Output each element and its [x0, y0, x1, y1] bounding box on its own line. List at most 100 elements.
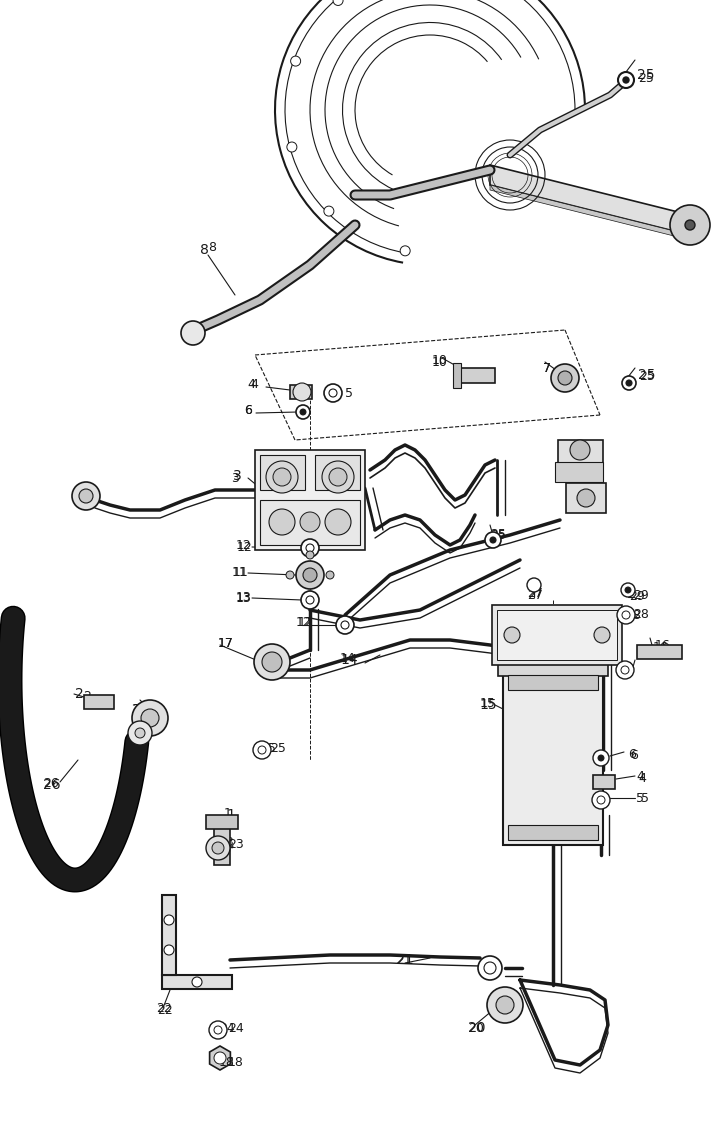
Text: 22: 22: [156, 1002, 172, 1014]
Circle shape: [592, 791, 610, 809]
Text: 18: 18: [219, 1056, 235, 1068]
Bar: [593, 775, 615, 789]
Circle shape: [135, 728, 145, 738]
Circle shape: [306, 596, 314, 604]
Circle shape: [621, 666, 629, 674]
Text: 2: 2: [83, 690, 91, 702]
Text: 29: 29: [633, 589, 649, 601]
Circle shape: [623, 77, 629, 83]
Text: 16: 16: [653, 641, 669, 653]
Bar: [508, 675, 598, 690]
Text: 13: 13: [236, 590, 252, 604]
Text: 8: 8: [208, 240, 216, 254]
Circle shape: [324, 384, 342, 402]
Bar: [453, 364, 461, 388]
Bar: [315, 456, 360, 490]
Text: 25: 25: [638, 368, 655, 381]
Circle shape: [273, 468, 291, 486]
Text: 2: 2: [75, 687, 84, 701]
Text: 12: 12: [236, 539, 252, 552]
Text: 3: 3: [233, 469, 242, 482]
Polygon shape: [209, 1046, 230, 1070]
Text: 26: 26: [43, 778, 61, 792]
Text: 7: 7: [543, 361, 551, 375]
Circle shape: [290, 56, 300, 66]
Circle shape: [325, 509, 351, 535]
Circle shape: [253, 741, 271, 758]
Text: 25: 25: [639, 369, 655, 383]
Text: 27: 27: [527, 587, 543, 599]
Text: 25: 25: [270, 742, 286, 754]
Circle shape: [685, 220, 695, 230]
Circle shape: [300, 410, 306, 415]
Circle shape: [79, 489, 93, 503]
Circle shape: [269, 509, 295, 535]
Circle shape: [262, 652, 282, 672]
Text: 4: 4: [638, 772, 646, 784]
Text: 21: 21: [396, 953, 414, 967]
Text: 6: 6: [628, 747, 636, 761]
Text: 15: 15: [479, 698, 497, 712]
Polygon shape: [490, 165, 690, 234]
Circle shape: [598, 755, 604, 761]
Text: 25: 25: [260, 742, 276, 754]
Circle shape: [622, 611, 630, 619]
Text: 24: 24: [131, 702, 147, 716]
Text: 6: 6: [244, 404, 252, 416]
Bar: [290, 385, 312, 399]
Circle shape: [266, 461, 298, 493]
Text: 9: 9: [572, 461, 580, 475]
Circle shape: [551, 364, 579, 392]
Text: 1: 1: [226, 808, 235, 822]
Circle shape: [593, 749, 609, 766]
Circle shape: [301, 539, 319, 557]
Bar: [162, 895, 176, 975]
Text: 9: 9: [575, 491, 583, 505]
Circle shape: [333, 0, 343, 6]
Bar: [214, 820, 230, 865]
Bar: [162, 975, 232, 988]
Circle shape: [214, 1052, 226, 1064]
Circle shape: [254, 644, 290, 680]
Circle shape: [128, 721, 152, 745]
Text: 1: 1: [224, 807, 232, 819]
Circle shape: [570, 440, 590, 460]
Circle shape: [192, 977, 202, 987]
Bar: [566, 482, 606, 513]
Bar: [558, 440, 603, 475]
Bar: [555, 462, 603, 482]
Circle shape: [616, 661, 634, 679]
Circle shape: [296, 405, 310, 419]
Circle shape: [293, 383, 311, 401]
Circle shape: [626, 380, 632, 386]
Text: 22: 22: [157, 1003, 173, 1017]
Circle shape: [306, 544, 314, 552]
Circle shape: [306, 591, 314, 599]
Circle shape: [212, 842, 224, 854]
Text: 25: 25: [490, 528, 506, 542]
Text: 17: 17: [218, 636, 234, 650]
Circle shape: [303, 568, 317, 582]
Circle shape: [181, 321, 205, 344]
Text: 20: 20: [468, 1021, 485, 1034]
Circle shape: [326, 571, 334, 579]
Text: 9: 9: [575, 489, 583, 503]
Circle shape: [329, 468, 347, 486]
Circle shape: [322, 461, 354, 493]
Circle shape: [301, 591, 319, 609]
Text: 24: 24: [132, 702, 148, 716]
Text: 10: 10: [432, 356, 448, 368]
Text: 6: 6: [244, 404, 252, 416]
Text: 10: 10: [432, 353, 448, 367]
Text: 23: 23: [228, 837, 244, 850]
Bar: [498, 657, 608, 675]
Text: 28: 28: [633, 607, 649, 620]
Text: 23: 23: [218, 836, 234, 848]
Bar: [455, 368, 495, 383]
Text: 18: 18: [228, 1056, 244, 1068]
Circle shape: [577, 489, 595, 507]
Text: 4: 4: [636, 770, 644, 782]
Circle shape: [329, 389, 337, 397]
Circle shape: [164, 916, 174, 925]
Bar: [637, 645, 682, 659]
